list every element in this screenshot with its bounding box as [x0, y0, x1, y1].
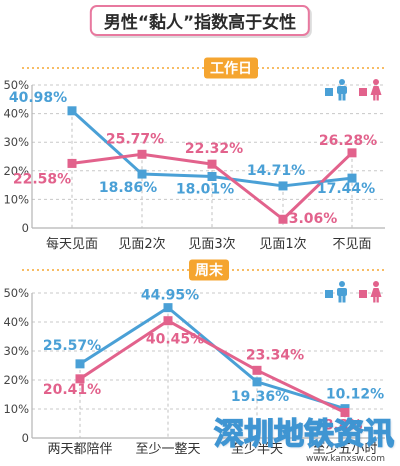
female-data-label: 23.34% — [246, 347, 304, 363]
female-data-point — [340, 407, 350, 417]
male-data-label: 25.57% — [43, 338, 101, 354]
y-tick-label: 40% — [3, 315, 29, 329]
male-data-point — [67, 106, 77, 116]
male-data-label: 44.95% — [141, 288, 199, 304]
male-data-point — [163, 303, 173, 313]
category-label: 至少五小时 — [312, 442, 377, 457]
female-data-label: 3.06% — [289, 211, 338, 227]
female-icon — [370, 79, 382, 101]
category-label: 见面2次 — [118, 236, 165, 252]
male-icon-leg — [338, 295, 342, 303]
watermark-text: 深圳地铁资讯 — [213, 416, 394, 452]
legend-swatch — [359, 290, 367, 298]
male-icon-leg — [342, 93, 346, 101]
male-data-label: 18.01% — [176, 181, 234, 197]
y-tick-label: 10% — [3, 192, 29, 206]
y-tick-label: 0 — [22, 431, 29, 445]
category-label: 见面1次 — [259, 236, 306, 252]
female-data-point — [75, 374, 85, 384]
male-icon-leg — [338, 93, 342, 101]
male-data-label: 19.36% — [231, 389, 289, 405]
male-data-point — [75, 359, 85, 369]
y-tick-label: 50% — [3, 286, 29, 300]
female-icon-leg — [376, 94, 379, 101]
chart-weekend: 周末 0 10% 20% 30% 40% 50% 两天都陪伴 至少一整天 至少半天 至少五小时 25.… — [3, 259, 387, 457]
y-tick-label: 20% — [3, 164, 29, 178]
section-label: 工作日 — [210, 60, 252, 77]
y-tick-label: 30% — [3, 344, 29, 358]
female-icon — [370, 281, 382, 303]
y-tick-label: 40% — [3, 107, 29, 121]
female-data-point — [252, 365, 262, 375]
female-data-point — [67, 158, 77, 168]
male-data-label: 18.86% — [99, 180, 157, 196]
male-data-point — [278, 181, 288, 191]
category-label: 每天见面 — [46, 236, 98, 252]
female-data-label: 22.32% — [185, 141, 243, 157]
y-tick-label: 30% — [3, 135, 29, 149]
chart-weekday: 工作日 0 10% 20% 30% 40% 50% 每天见面 见面2次 见面3次 见面1次 不见面 40… — [3, 57, 387, 252]
male-icon — [337, 281, 347, 303]
female-data-label: 8.8% — [324, 417, 363, 433]
title-box: 男性“黏人”指数高于女性 — [89, 5, 311, 36]
female-data-label: 26.28% — [319, 133, 377, 149]
female-data-label: 22.58% — [13, 171, 71, 187]
male-icon-head — [339, 281, 345, 287]
legend-swatch — [325, 290, 333, 298]
section-label-box — [204, 57, 258, 79]
female-data-point — [163, 316, 173, 326]
female-icon-leg — [376, 296, 379, 303]
y-tick-label: 0 — [22, 221, 29, 235]
y-tick-label: 10% — [3, 402, 29, 416]
female-data-point — [347, 148, 357, 158]
male-icon-leg — [342, 295, 346, 303]
male-data-point — [137, 169, 147, 179]
y-tick-label: 50% — [3, 78, 29, 92]
male-data-label: 40.98% — [9, 90, 67, 106]
male-icon-body — [337, 86, 347, 94]
category-label: 至少一整天 — [135, 442, 200, 457]
female-icon-leg — [373, 296, 376, 303]
watermark-url: www.kanxsw.com — [306, 454, 386, 464]
section-label: 周末 — [195, 262, 224, 279]
female-data-point — [137, 149, 147, 159]
y-tick-label: 20% — [3, 373, 29, 387]
male-data-label: 17.44% — [317, 181, 375, 197]
category-label: 见面3次 — [188, 236, 235, 252]
female-data-label: 20.41% — [43, 382, 101, 398]
female-data-label: 25.77% — [106, 131, 164, 147]
female-icon-head — [373, 79, 379, 85]
female-icon-head — [373, 281, 379, 287]
female-data-point — [207, 159, 217, 169]
female-icon-dress — [370, 86, 382, 95]
male-icon-body — [337, 288, 347, 296]
section-label-box — [189, 259, 229, 281]
male-icon — [337, 79, 347, 101]
female-icon-leg — [373, 94, 376, 101]
female-icon-dress — [370, 288, 382, 297]
category-label: 至少半天 — [231, 442, 283, 457]
male-data-label: 14.71% — [247, 163, 305, 179]
category-label: 两天都陪伴 — [47, 442, 112, 457]
male-data-point — [207, 171, 217, 181]
category-label: 不见面 — [332, 237, 371, 252]
legend-swatch — [325, 88, 333, 96]
female-data-point — [278, 214, 288, 224]
male-icon-head — [339, 79, 345, 85]
female-series-line — [78, 319, 347, 414]
male-data-label: 10.12% — [326, 387, 384, 403]
legend-swatch — [359, 88, 367, 96]
female-data-label: 40.45% — [146, 332, 204, 348]
male-data-point — [347, 173, 357, 183]
male-data-point — [252, 377, 262, 387]
page-title: 男性“黏人”指数高于女性 — [103, 13, 297, 33]
